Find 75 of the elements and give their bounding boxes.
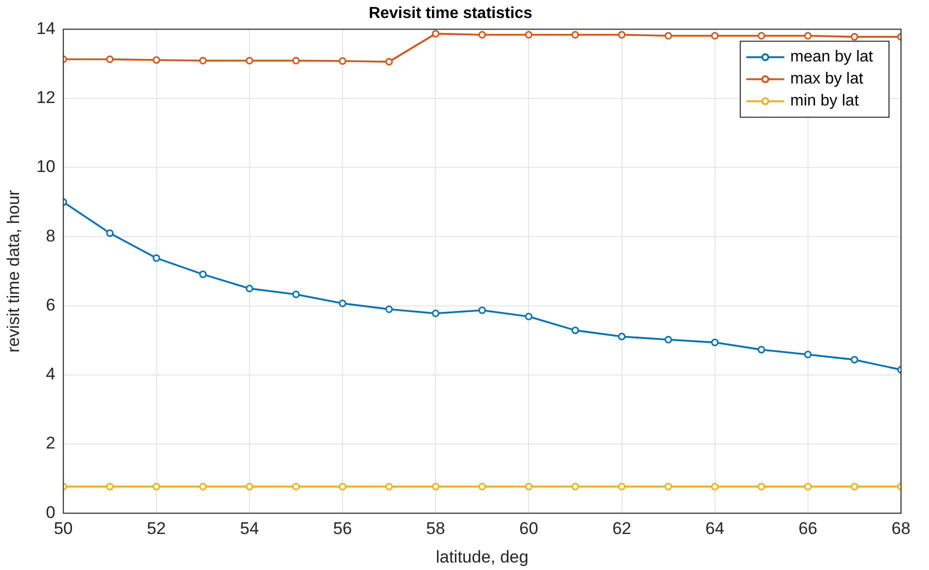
point [199,482,207,490]
y-tick-label: 2 [46,434,56,453]
point [338,57,346,65]
point [664,32,672,40]
y-tick-label: 12 [36,88,56,108]
point [524,30,532,38]
point [292,482,300,490]
point [106,56,114,64]
point [292,56,300,64]
point [571,326,579,334]
point [338,300,346,308]
point [618,30,626,38]
x-tick-label: 58 [426,519,446,538]
legend-label: mean by lat [790,48,874,66]
x-tick-label: 60 [519,519,538,538]
point [338,482,346,490]
point [478,482,486,490]
point [152,254,160,262]
point [152,56,160,64]
x-tick-label: 52 [146,519,166,538]
point [246,284,254,292]
point [152,482,160,490]
y-axis-title: revisit time data, hour [4,190,23,352]
point [850,482,858,490]
point [711,32,719,40]
point [106,229,114,237]
point [199,270,207,278]
legend-label: min by lat [790,92,860,110]
x-tick-label: 64 [705,519,724,538]
point [571,30,579,38]
point [711,482,719,490]
y-tick-label: 10 [36,157,56,176]
point [106,482,114,490]
x-tick-label: 68 [892,519,910,538]
y-tick-label: 14 [36,18,56,38]
point [664,336,672,344]
x-tick-label: 50 [54,519,73,538]
chart-title: Revisit time statistics [368,5,532,22]
point [850,33,858,41]
y-tick-label: 0 [46,502,56,522]
point [758,346,766,354]
point [385,482,393,490]
x-axis-title: latitude, deg [436,547,528,566]
point [432,310,440,318]
point [804,350,812,358]
point [618,482,626,490]
point [664,482,672,490]
point [292,290,300,298]
point [199,56,207,64]
x-tick-label: 62 [612,519,632,538]
point [711,338,719,346]
legend-label: max by lat [790,70,864,88]
x-tick-label: 66 [798,519,818,538]
point [618,332,626,340]
point [478,306,486,314]
point [524,312,532,320]
point [758,482,766,490]
y-tick-label: 6 [46,295,56,314]
point [524,482,532,490]
point [571,482,579,490]
y-tick-label: 4 [46,364,56,384]
point [385,305,393,313]
point [432,482,440,490]
x-tick-label: 56 [333,519,352,538]
point [804,482,812,490]
point [246,482,254,490]
point [246,56,254,64]
point [758,32,766,40]
point [850,356,858,364]
point [478,30,486,38]
point [385,58,393,66]
point [804,32,812,40]
x-tick-label: 54 [240,519,259,538]
y-tick-label: 8 [46,226,56,246]
point [432,30,440,38]
